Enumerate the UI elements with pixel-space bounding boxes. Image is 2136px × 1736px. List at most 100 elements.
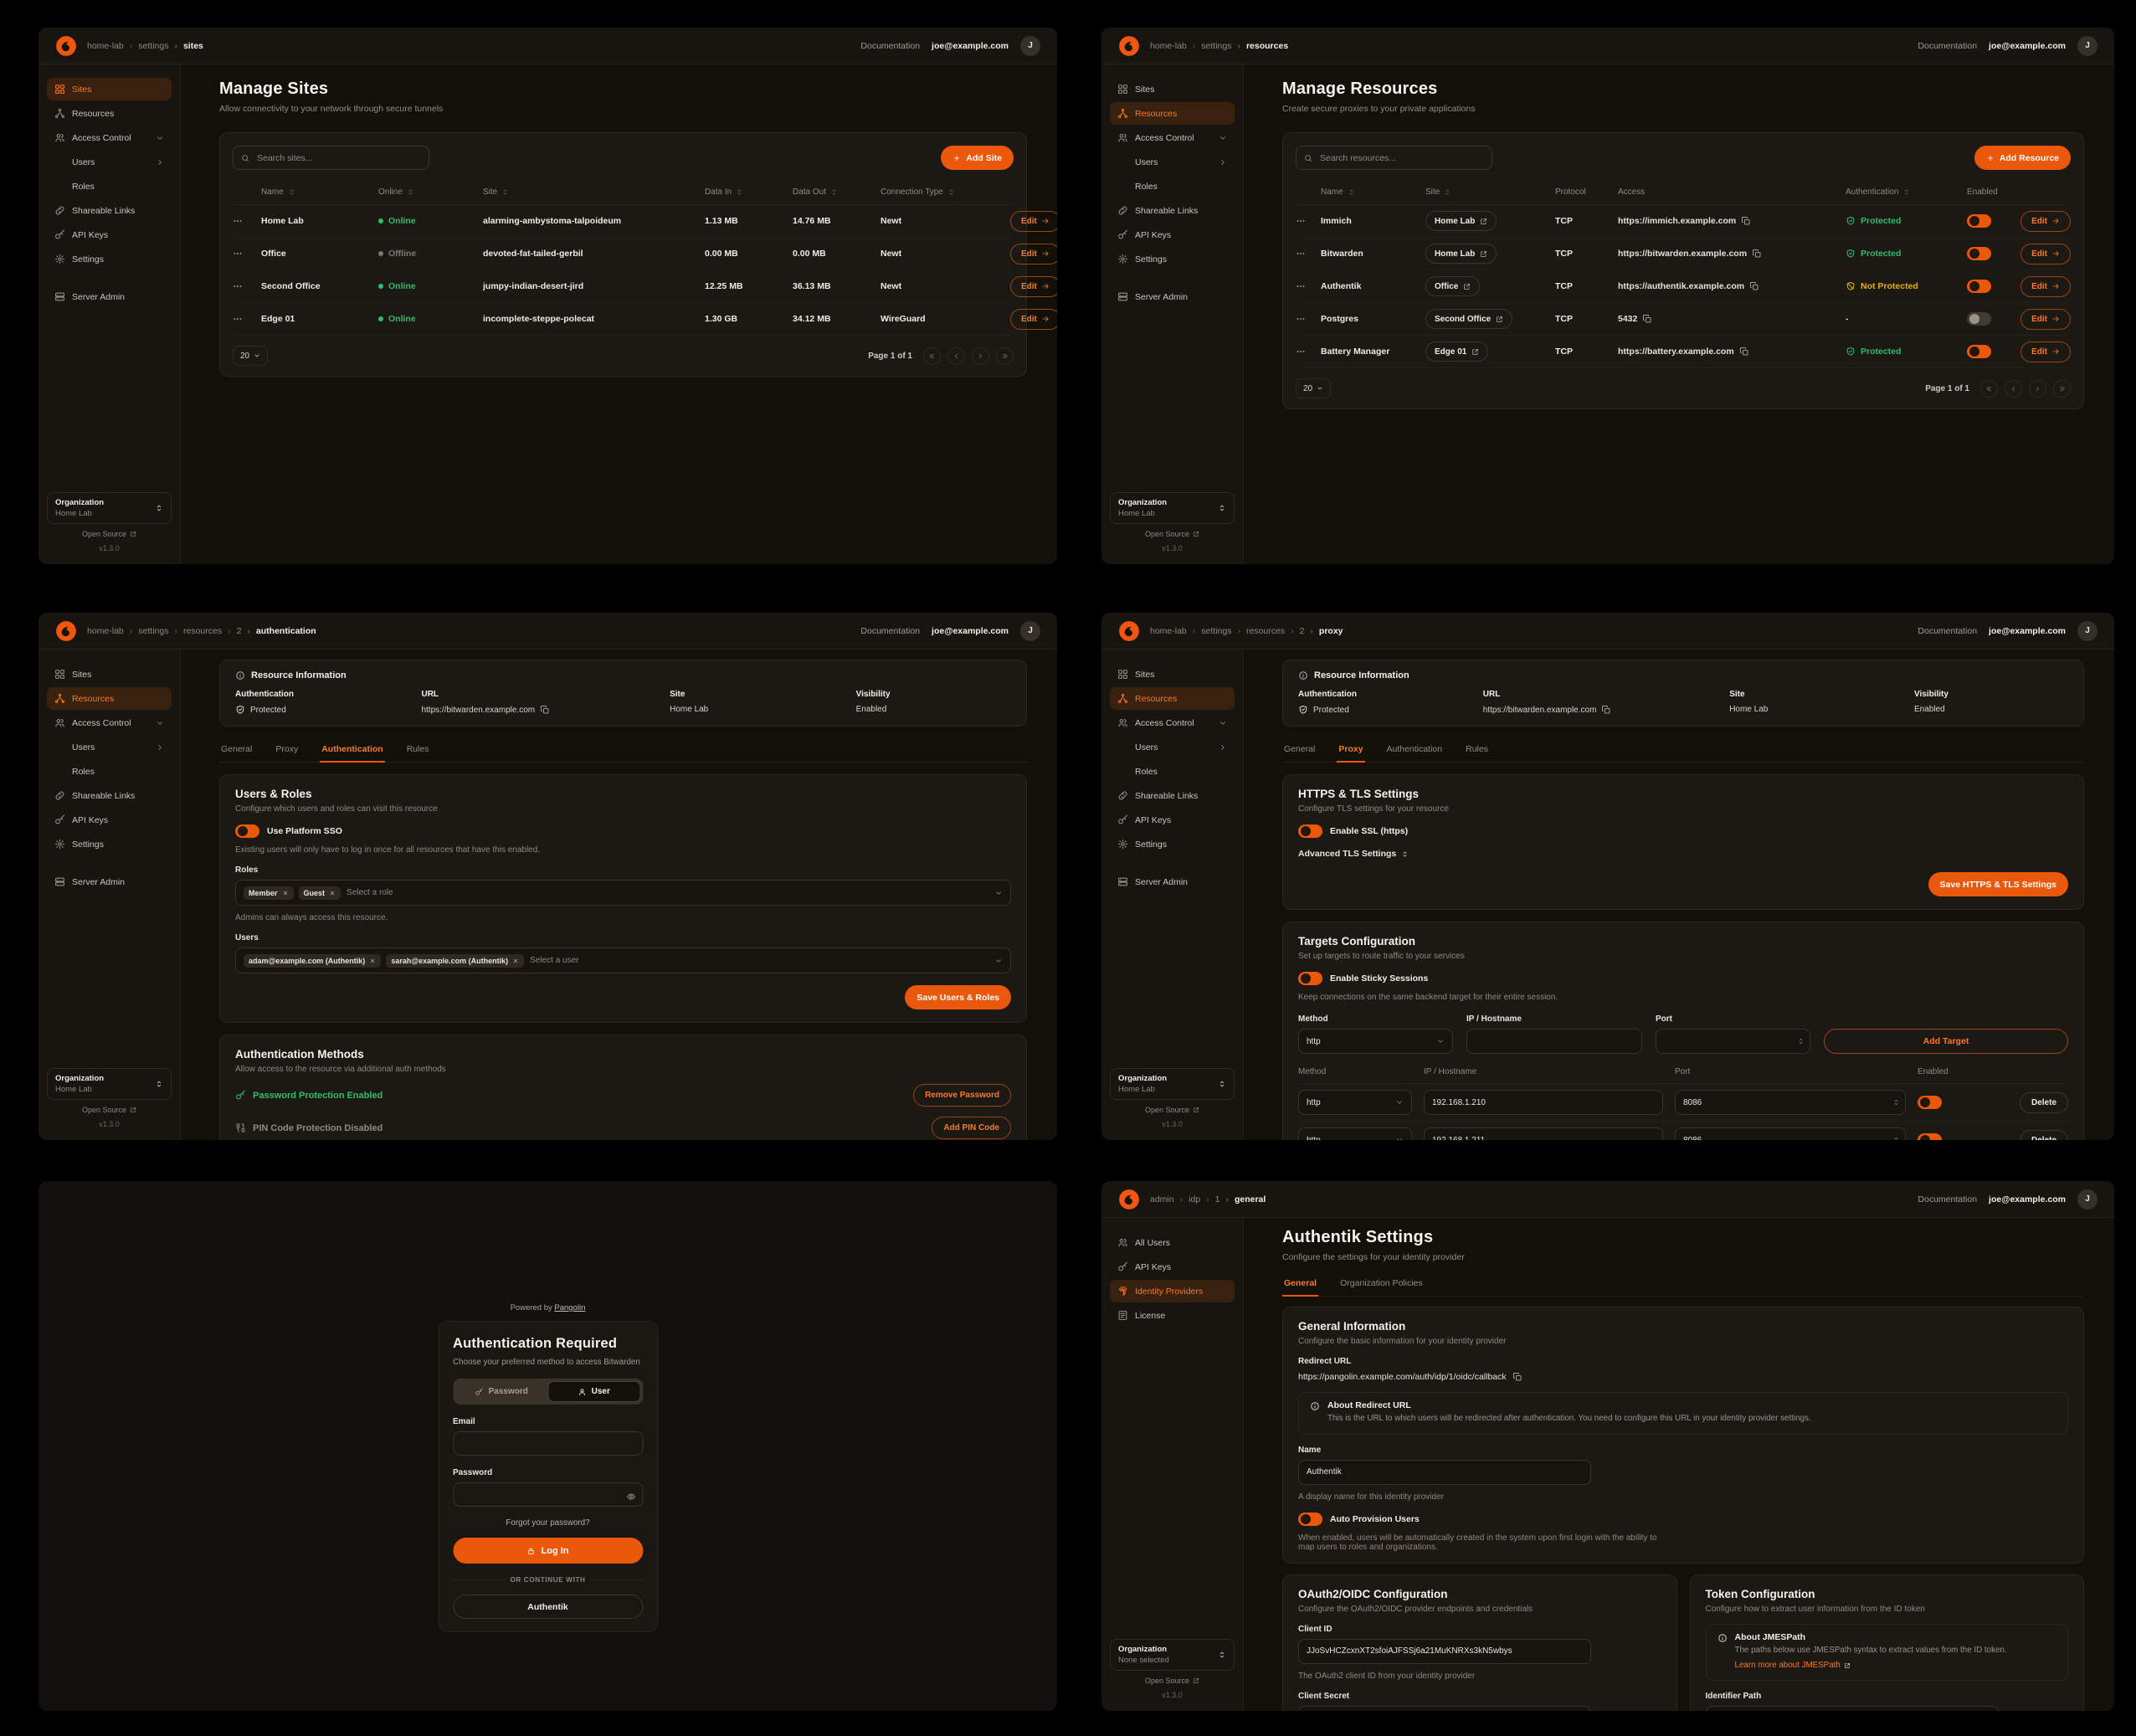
users-select[interactable]: adam@example.com (Authentik) sarah@exampl… [235,948,1011,973]
idp-name-input[interactable] [1298,1459,1591,1485]
open-source-link[interactable]: Open Source [1145,1677,1199,1685]
pangolin-logo-icon[interactable] [1118,35,1140,57]
role-chip[interactable]: Member [244,886,294,900]
sidebar-item[interactable]: Shareable Links [47,784,172,807]
role-chip[interactable]: Guest [298,886,341,900]
remove-chip-icon[interactable] [369,958,376,964]
enabled-toggle[interactable] [1967,345,1991,358]
row-menu-icon[interactable] [1296,249,1306,259]
open-source-link[interactable]: Open Source [1145,1106,1199,1114]
sidebar-item[interactable]: Users [1110,736,1235,758]
identifier-path-input[interactable] [1705,1706,1999,1711]
breadcrumb-item[interactable]: resources [1231,41,1288,51]
method-select[interactable]: http [1298,1029,1453,1054]
copy-icon[interactable] [1642,314,1652,324]
sidebar-item[interactable]: Roles [1135,766,1158,777]
spinner-updown-icon[interactable] [1892,1137,1900,1141]
sidebar-item[interactable]: Roles [72,181,95,192]
prev-page-button[interactable] [2005,379,2022,398]
user-email[interactable]: joe@example.com [1989,40,2066,51]
avatar[interactable]: J [2077,1189,2097,1210]
open-source-link[interactable]: Open Source [82,530,136,538]
row-menu-icon[interactable] [1296,347,1306,357]
column-header[interactable]: Online [378,187,483,197]
edit-button[interactable]: Edit [2020,275,2071,297]
edit-button[interactable]: Edit [1010,275,1057,297]
avatar[interactable]: J [2077,620,2097,641]
edit-button[interactable]: Edit [2020,308,2071,330]
documentation-link[interactable]: Documentation [860,625,921,636]
breadcrumb-item[interactable]: general [1219,1194,1266,1204]
sidebar-item[interactable]: Access Control [47,126,172,149]
sidebar-item[interactable]: Server Admin [47,285,172,308]
sidebar-item[interactable]: Users [47,736,172,758]
site-link-pill[interactable]: Office [1425,276,1481,296]
user-email[interactable]: joe@example.com [1989,1194,2066,1204]
breadcrumb-item[interactable]: authentication [241,626,316,636]
forgot-password-link[interactable]: Forgot your password? [506,1518,590,1528]
row-menu-icon[interactable] [1296,314,1306,324]
sidebar-item[interactable]: Access Control [47,711,172,734]
site-link-pill[interactable]: Home Lab [1425,211,1497,231]
sidebar-item[interactable]: Server Admin [1110,871,1235,893]
documentation-link[interactable]: Documentation [860,40,921,51]
breadcrumb-item[interactable]: home-lab [87,40,124,51]
column-header[interactable]: Authentication [1846,187,1967,197]
breadcrumb-item[interactable]: sites [168,41,203,51]
sidebar-item[interactable]: Settings [47,833,172,855]
sidebar-item[interactable]: Resources [47,102,172,125]
edit-button[interactable]: Edit [2020,210,2071,232]
delete-target-button[interactable]: Delete [2019,1091,2068,1113]
copy-icon[interactable] [540,705,550,715]
method-select[interactable]: http [1298,1127,1412,1140]
sidebar-item[interactable]: Sites [47,78,172,100]
delete-target-button[interactable]: Delete [2019,1129,2068,1140]
port-input[interactable] [1656,1029,1810,1054]
sidebar-item[interactable]: Shareable Links [1110,784,1235,807]
hostname-input[interactable] [1424,1090,1663,1115]
column-header[interactable]: Data Out [793,187,881,197]
sidebar-item[interactable]: Sites [1110,663,1235,686]
organization-selector[interactable]: Organization Home Lab [1110,1068,1235,1100]
breadcrumb-item[interactable]: 1 [1200,1194,1220,1204]
sidebar-item[interactable]: Sites [47,663,172,686]
tab[interactable]: General [1282,1272,1319,1297]
enabled-toggle[interactable] [1967,280,1991,293]
breadcrumb-item[interactable]: 2 [222,626,242,636]
spinner-updown-icon[interactable] [1892,1099,1900,1107]
copy-icon[interactable] [1752,249,1762,259]
enabled-toggle[interactable] [1967,312,1991,326]
breadcrumb-item[interactable]: proxy [1304,626,1343,636]
row-menu-icon[interactable] [1296,216,1306,226]
sidebar-item[interactable]: Users [1110,151,1235,173]
auth-method-button[interactable]: Add PIN Code [932,1117,1011,1139]
site-link-pill[interactable]: Edge 01 [1425,342,1489,362]
pangolin-logo-icon[interactable] [55,620,77,642]
row-menu-icon[interactable] [1296,281,1306,291]
row-menu-icon[interactable] [233,281,243,291]
hostname-input[interactable] [1424,1127,1663,1140]
sidebar-item[interactable]: Resources [47,687,172,710]
client-secret-input[interactable] [1298,1705,1591,1711]
save-users-roles-button[interactable]: Save Users & Roles [905,985,1011,1009]
breadcrumb-item[interactable]: resources [168,626,222,636]
tab[interactable]: Rules [406,744,429,754]
spinner-updown-icon[interactable] [1797,1038,1805,1045]
breadcrumb-item[interactable]: idp [1174,1194,1200,1204]
next-page-button[interactable] [972,347,989,365]
breadcrumb-item[interactable]: home-lab [87,625,124,636]
avatar[interactable]: J [2077,35,2097,56]
sidebar-item[interactable]: Identity Providers [1110,1280,1235,1302]
add-resource-button[interactable]: Add Resource [1974,146,2071,170]
column-header[interactable]: Site [1425,187,1555,197]
sidebar-item[interactable]: License [1110,1304,1235,1327]
sidebar-item[interactable]: Resources [1110,687,1235,710]
sidebar-item[interactable]: Resources [1110,102,1235,125]
first-page-button[interactable] [923,347,941,365]
breadcrumb-item[interactable]: settings [1187,626,1231,636]
sidebar-item[interactable]: Roles [72,766,95,777]
edit-button[interactable]: Edit [1010,243,1057,265]
add-target-button[interactable]: Add Target [1824,1029,2068,1054]
auth-method-tab[interactable]: User [547,1381,640,1402]
eye-icon[interactable] [626,1490,635,1499]
